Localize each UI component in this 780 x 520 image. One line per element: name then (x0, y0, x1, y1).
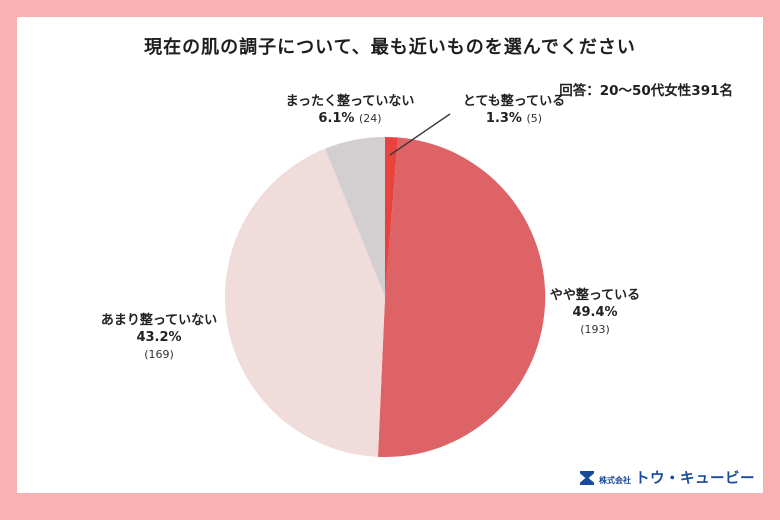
pie-slice (385, 137, 399, 297)
slice-label-value: 1.3% (5) (463, 110, 565, 127)
company-prefix: 株式会社 (599, 476, 631, 485)
company-logo: 株式会社 トウ・キュービー (579, 467, 755, 488)
slice-label-mattaku: まったく整っていない 6.1% (24) (286, 93, 415, 127)
pie-slice (224, 148, 385, 457)
slice-label-text: とても整っている (462, 94, 566, 109)
slice-label-amari: あまり整っていない 43.2% (169) (101, 312, 217, 363)
company-name: トウ・キュービー (635, 471, 755, 487)
slice-label-text: まったく整っていない (285, 94, 415, 109)
chart-title: 現在の肌の調子について、最も近いものを選んでください (144, 37, 636, 58)
slice-pct: 49.4% (572, 305, 618, 320)
pie-slices (224, 137, 546, 458)
slice-label-totemo: とても整っている 1.3% (5) (463, 93, 565, 127)
slice-count: (193) (580, 323, 610, 336)
respondents-note: 回答：20〜50代女性391名 (559, 83, 733, 99)
pie-chart (224, 113, 546, 458)
pie-slice (377, 137, 546, 458)
slice-pct: 1.3% (485, 111, 522, 126)
slice-count: (24) (359, 112, 382, 125)
slice-pct: 6.1% (318, 111, 355, 126)
slice-label-text: やや整っている (549, 288, 641, 303)
slice-count: (169) (144, 348, 174, 361)
hourglass-logo-icon (580, 470, 594, 485)
slice-label-text: あまり整っていない (100, 313, 218, 328)
leader-line (389, 113, 451, 156)
slice-count: (5) (526, 112, 543, 125)
slice-pct: 43.2% (136, 330, 182, 345)
slice-label-yaya: やや整っている 49.4% (193) (550, 287, 640, 338)
chart-card: 現在の肌の調子について、最も近いものを選んでください 回答：20〜50代女性39… (17, 17, 763, 493)
slice-label-value: 6.1% (24) (286, 110, 415, 127)
pie-slice (325, 137, 385, 297)
